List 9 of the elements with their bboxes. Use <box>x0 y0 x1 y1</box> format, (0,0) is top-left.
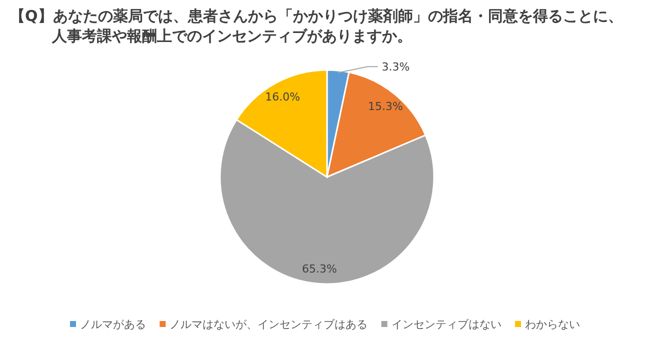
chart-title: 【Q】あなたの薬局では、患者さんから「かかりつけ薬剤師」の指名・同意を得ることに、人事考課や報酬上でのインセンティブがありますか。 <box>10 6 624 46</box>
legend-label: ノルマはないが、インセンティブはある <box>170 318 368 331</box>
legend-label: わからない <box>525 318 580 331</box>
data-label: 16.0% <box>265 90 300 104</box>
data-label: 65.3% <box>302 262 337 276</box>
legend-label: ノルマがある <box>80 318 146 331</box>
legend-label: インセンティブはない <box>391 318 502 331</box>
data-label: 15.3% <box>368 100 403 113</box>
data-label: 3.3% <box>382 60 410 74</box>
